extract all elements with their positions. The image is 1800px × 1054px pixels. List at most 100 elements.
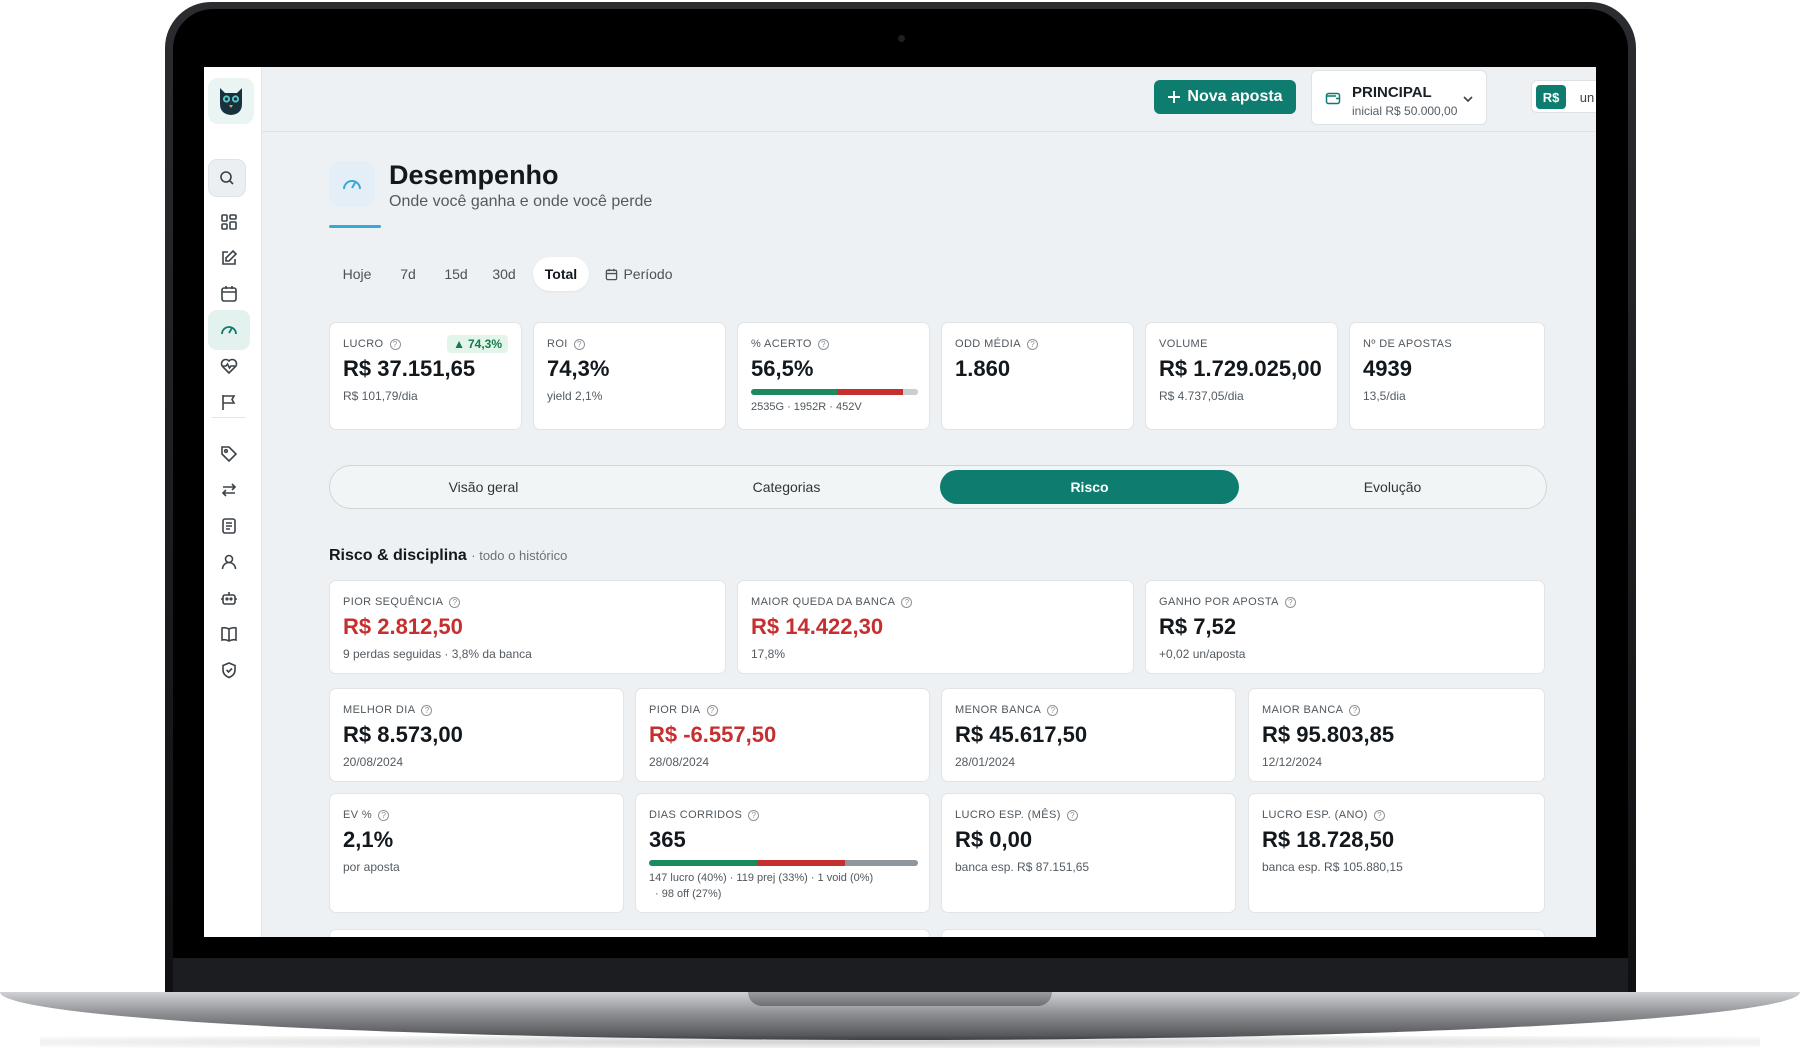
nav-health[interactable] bbox=[208, 346, 250, 386]
sidebar bbox=[204, 67, 262, 937]
nav-flag[interactable] bbox=[208, 382, 250, 422]
risk-card-partial bbox=[941, 929, 1545, 937]
kpi-value: 74,3% bbox=[547, 356, 610, 381]
nav-tags[interactable] bbox=[208, 434, 250, 474]
view-tabs: Visão geral Categorias Risco Evolução bbox=[329, 465, 1547, 509]
nav-calendar[interactable] bbox=[208, 274, 250, 314]
risk-label-text: DIAS CORRIDOS bbox=[649, 809, 743, 821]
period-30d[interactable]: 30d bbox=[492, 266, 516, 282]
kpi-label-text: ODD MÉDIA bbox=[955, 338, 1021, 350]
help-icon[interactable]: ? bbox=[901, 596, 913, 608]
tab-evolution[interactable]: Evolução bbox=[1363, 479, 1422, 495]
risk-label: LUCRO ESP. (MÊS)? bbox=[955, 809, 1078, 821]
days-loss-segment bbox=[756, 860, 846, 866]
currency-units-button[interactable]: un bbox=[1579, 89, 1595, 105]
help-icon[interactable]: ? bbox=[421, 704, 433, 716]
nav-guide[interactable] bbox=[208, 614, 250, 654]
kpi-label-text: ROI bbox=[547, 338, 568, 350]
hit-rate-breakdown: 2535G · 1952R · 452V bbox=[751, 401, 862, 413]
hit-rate-bar bbox=[751, 389, 918, 395]
period-15d[interactable]: 15d bbox=[444, 266, 468, 282]
days-breakdown: 147 lucro (40%) · 119 prej (33%) · 1 voi… bbox=[649, 872, 874, 884]
kpi-label: % ACERTO? bbox=[751, 338, 829, 350]
section-scope: · todo o histórico bbox=[471, 548, 568, 563]
kpi-card-roi: ROI? 74,3% yield 2,1% bbox=[533, 322, 726, 430]
kpi-label: ODD MÉDIA? bbox=[955, 338, 1038, 350]
shield-icon bbox=[222, 662, 236, 679]
new-bet-button[interactable]: Nova aposta bbox=[1154, 80, 1296, 114]
kpi-value: R$ 1.729.025,00 bbox=[1159, 356, 1322, 381]
kpi-value: 1.860 bbox=[955, 356, 1011, 381]
help-icon[interactable]: ? bbox=[449, 596, 461, 608]
risk-sub: 9 perdas seguidas · 3,8% da banca bbox=[343, 647, 532, 661]
nav-security[interactable] bbox=[208, 650, 250, 690]
risk-label-text: MAIOR BANCA bbox=[1262, 704, 1344, 716]
bank-selector[interactable]: PRINCIPAL inicial R$ 50.000,00 bbox=[1311, 70, 1487, 125]
tab-overview[interactable]: Visão geral bbox=[448, 479, 519, 495]
laptop-shadow bbox=[40, 1036, 1760, 1048]
period-today[interactable]: Hoje bbox=[342, 266, 372, 282]
tab-risk[interactable]: Risco bbox=[940, 470, 1239, 504]
risk-value: R$ 0,00 bbox=[955, 827, 1033, 852]
risk-label-text: PIOR DIA bbox=[649, 704, 701, 716]
nav-bot[interactable] bbox=[208, 578, 250, 618]
currency-rs-button[interactable]: R$ bbox=[1536, 85, 1566, 109]
topbar: Nova aposta PRINCIPAL inicial R$ 50.000,… bbox=[262, 67, 1596, 132]
calendar-icon bbox=[221, 286, 237, 302]
help-icon[interactable]: ? bbox=[1373, 809, 1385, 821]
nav-reports[interactable] bbox=[208, 506, 250, 546]
risk-card-worst-day: PIOR DIA? R$ -6.557,50 28/08/2024 bbox=[635, 688, 930, 782]
help-icon[interactable]: ? bbox=[706, 704, 718, 716]
kpi-label: Nº DE APOSTAS bbox=[1363, 338, 1452, 350]
period-custom[interactable]: Período bbox=[597, 257, 681, 291]
bot-icon bbox=[221, 592, 237, 605]
kpi-value: R$ 37.151,65 bbox=[343, 356, 476, 381]
report-icon bbox=[222, 518, 236, 534]
period-total[interactable]: Total bbox=[533, 257, 589, 291]
kpi-label-text: LUCRO bbox=[343, 338, 384, 350]
kpi-card-lucro: LUCRO? ▲ 74,3% R$ 37.151,65 R$ 101,79/dia bbox=[329, 322, 522, 430]
risk-label-text: MAIOR QUEDA DA BANCA bbox=[751, 596, 896, 608]
risk-sub: 28/08/2024 bbox=[649, 755, 710, 769]
risk-value: 2,1% bbox=[343, 827, 394, 852]
nav-transfers[interactable] bbox=[208, 470, 250, 510]
heart-pulse-icon bbox=[220, 358, 238, 375]
help-icon[interactable]: ? bbox=[573, 338, 585, 350]
new-bet-label: Nova aposta bbox=[1187, 88, 1283, 105]
tab-categories[interactable]: Categorias bbox=[752, 479, 821, 495]
logo[interactable] bbox=[208, 78, 254, 124]
section-heading: Risco & disciplina · todo o histórico bbox=[329, 547, 567, 565]
nav-performance[interactable] bbox=[208, 310, 250, 350]
dashboard-icon bbox=[221, 214, 237, 230]
risk-label-text: EV % bbox=[343, 809, 373, 821]
help-icon[interactable]: ? bbox=[378, 809, 390, 821]
help-icon[interactable]: ? bbox=[1349, 704, 1361, 716]
gauge-icon bbox=[221, 326, 237, 335]
user-icon bbox=[221, 554, 237, 570]
days-profit-segment bbox=[649, 860, 757, 866]
risk-card-partial bbox=[329, 929, 930, 937]
kpi-label-text: VOLUME bbox=[1159, 338, 1208, 350]
help-icon[interactable]: ? bbox=[389, 338, 401, 350]
edit-icon bbox=[222, 249, 238, 265]
help-icon[interactable]: ? bbox=[748, 809, 760, 821]
section-title: Risco & disciplina bbox=[329, 547, 467, 564]
nav-profile[interactable] bbox=[208, 542, 250, 582]
kpi-label-text: Nº DE APOSTAS bbox=[1363, 338, 1453, 350]
help-icon[interactable]: ? bbox=[817, 338, 829, 350]
days-bar bbox=[649, 860, 918, 866]
help-icon[interactable]: ? bbox=[1047, 704, 1059, 716]
kpi-value: 4939 bbox=[1363, 356, 1412, 381]
risk-card-max-drawdown: MAIOR QUEDA DA BANCA? R$ 14.422,30 17,8% bbox=[737, 580, 1134, 674]
help-icon[interactable]: ? bbox=[1026, 338, 1038, 350]
page-title: Desempenho bbox=[389, 160, 559, 190]
nav-dashboard[interactable] bbox=[208, 202, 250, 242]
page-subtitle: Onde você ganha e onde você perde bbox=[389, 193, 653, 210]
kpi-sub: R$ 4.737,05/dia bbox=[1159, 389, 1244, 403]
nav-edit[interactable] bbox=[208, 238, 250, 278]
period-7d[interactable]: 7d bbox=[400, 266, 416, 282]
search-button[interactable] bbox=[208, 159, 246, 197]
bank-name: PRINCIPAL bbox=[1352, 84, 1432, 101]
help-icon[interactable]: ? bbox=[1066, 809, 1078, 821]
help-icon[interactable]: ? bbox=[1284, 596, 1296, 608]
